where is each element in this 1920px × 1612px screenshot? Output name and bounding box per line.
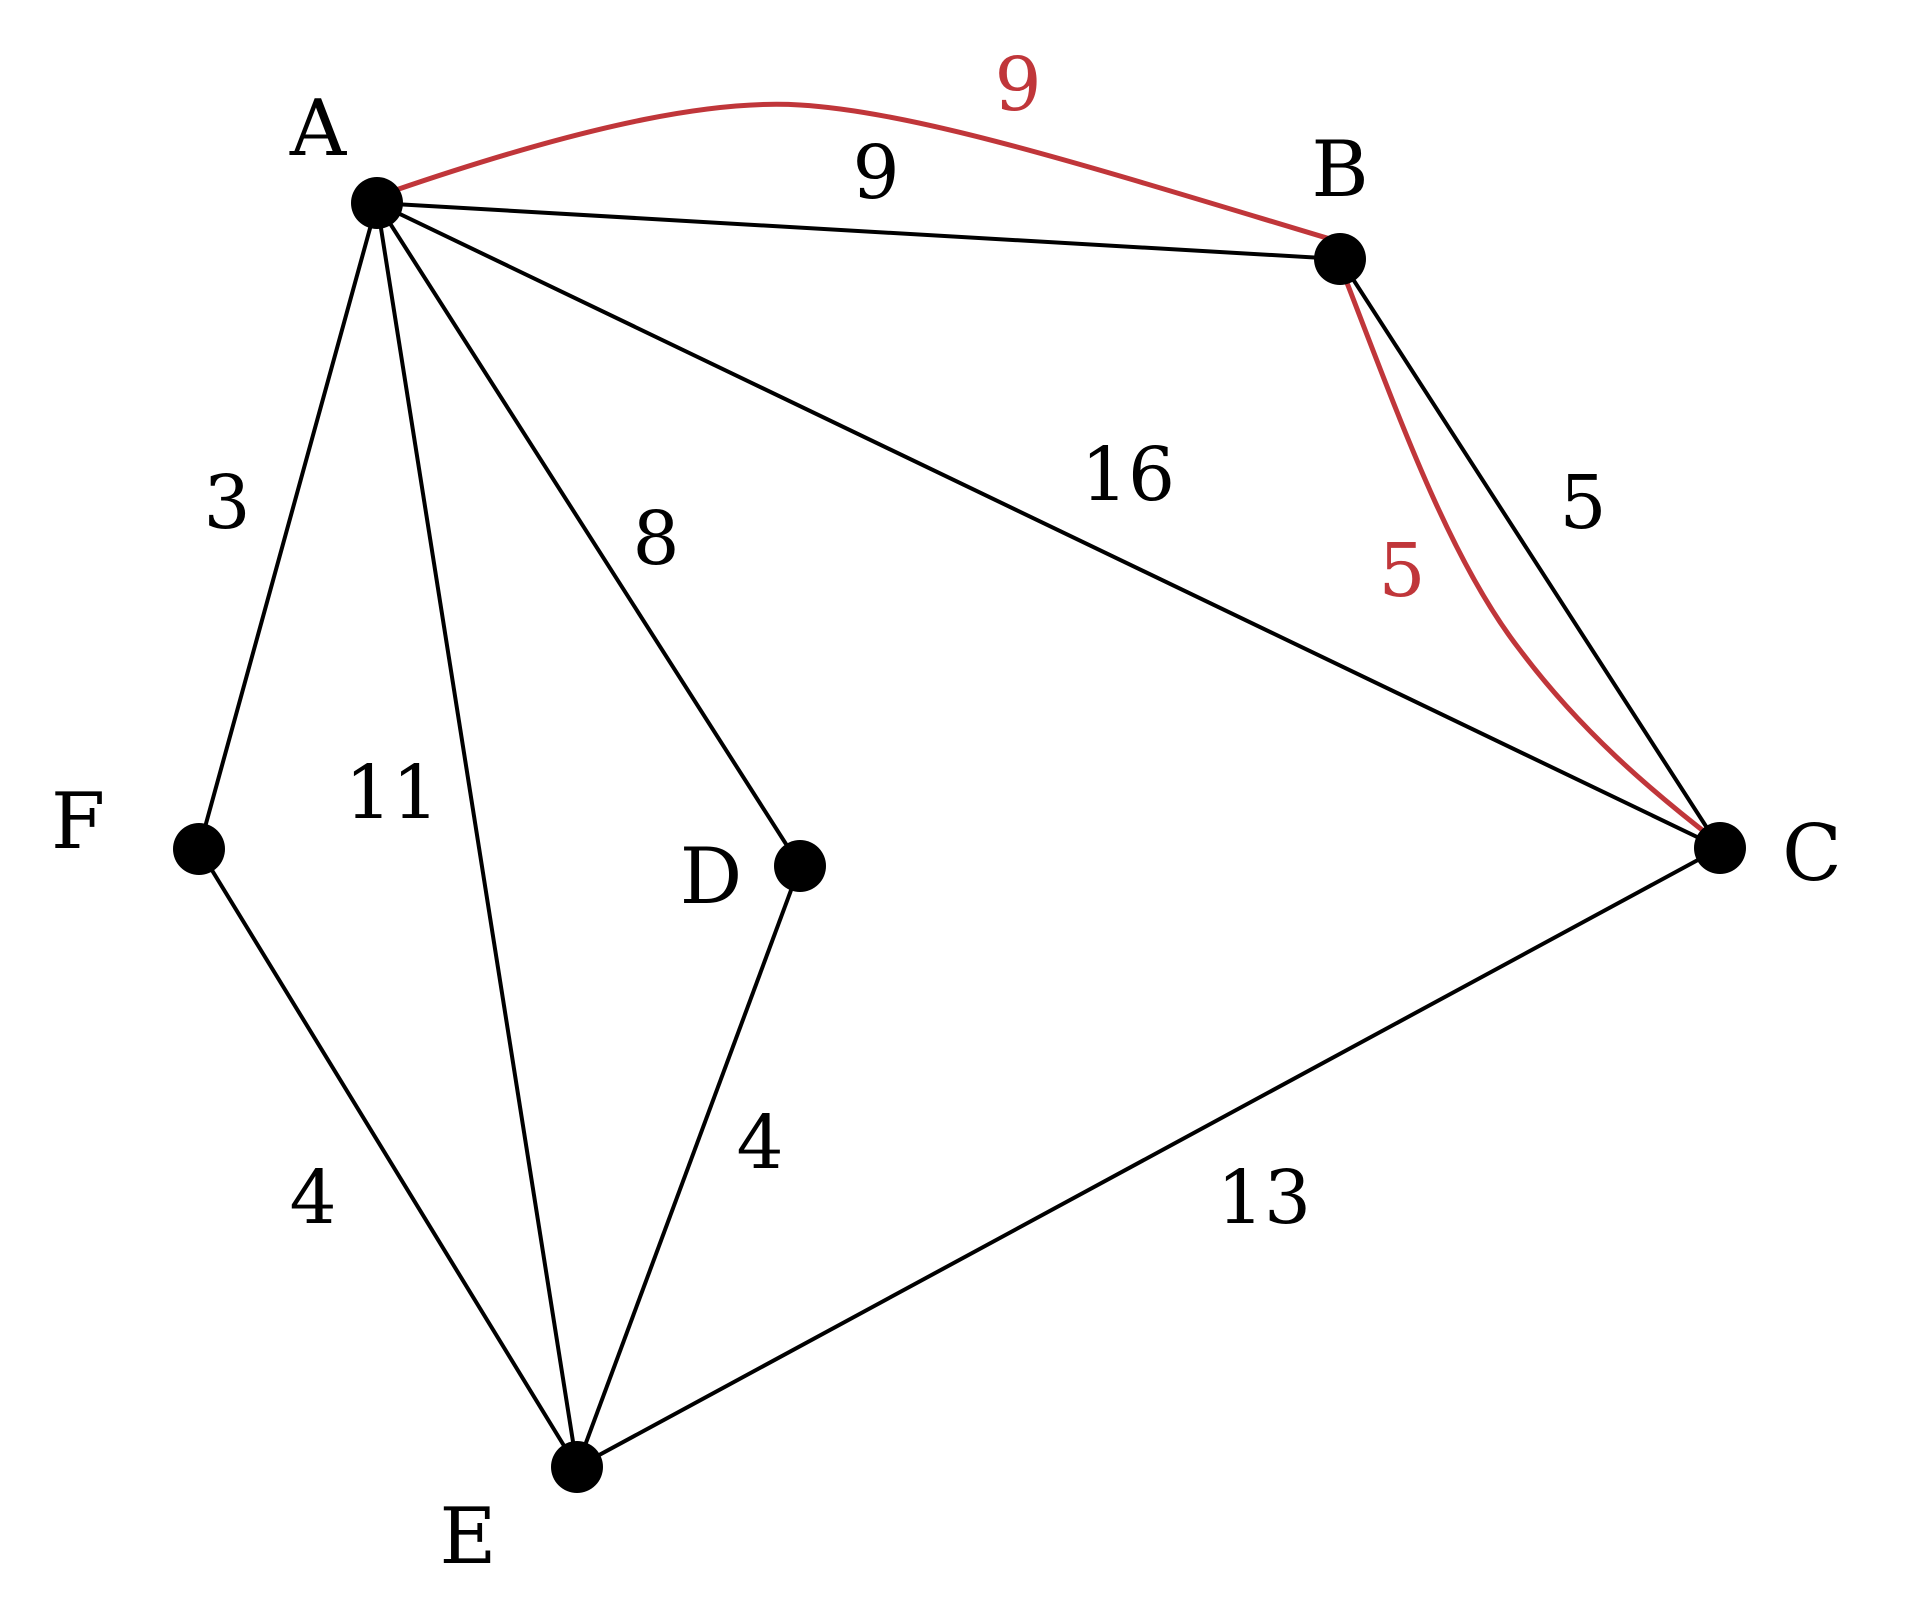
- node-labels: A B C D E F: [51, 84, 1842, 1582]
- highlight-a-b: [392, 101, 1341, 245]
- highlight-weight-b-c: 5: [1378, 528, 1425, 614]
- highlight-b-c: [1341, 274, 1717, 842]
- node-d: [774, 840, 826, 892]
- weight-a-b: 9: [852, 130, 899, 216]
- node-label-f: F: [51, 777, 105, 867]
- weight-b-c: 5: [1559, 460, 1606, 546]
- weight-a-c: 16: [1081, 432, 1175, 518]
- edges: [197, 201, 1722, 1469]
- node-label-b: B: [1311, 125, 1368, 215]
- node-label-e: E: [440, 1492, 497, 1582]
- node-a: [351, 177, 403, 229]
- node-label-c: C: [1782, 809, 1842, 899]
- edge-a-e: [375, 202, 579, 1468]
- weight-a-e: 11: [345, 750, 439, 836]
- node-c: [1694, 822, 1746, 874]
- edge-f-e: [197, 847, 579, 1469]
- node-b: [1314, 233, 1366, 285]
- weight-a-d: 8: [632, 496, 679, 582]
- edge-a-c: [376, 201, 1721, 850]
- nodes: [173, 177, 1746, 1493]
- weight-a-f: 3: [203, 460, 250, 546]
- node-f: [173, 823, 225, 875]
- edge-weights: 9 16 3 11 8 5 4 4 13: [203, 130, 1606, 1241]
- edge-a-f: [197, 202, 379, 850]
- edge-a-d: [375, 201, 802, 868]
- node-e: [551, 1441, 603, 1493]
- weight-c-e: 13: [1217, 1155, 1311, 1241]
- node-label-a: A: [289, 84, 348, 174]
- highlighted-path: [392, 101, 1717, 842]
- highlight-weights: 9 5: [994, 42, 1425, 614]
- weight-f-e: 4: [289, 1155, 336, 1241]
- edge-b-c: [1338, 257, 1722, 850]
- edge-a-b: [376, 201, 1341, 261]
- edge-c-e: [576, 846, 1721, 1469]
- edge-d-e: [575, 865, 802, 1468]
- weight-d-e: 4: [736, 1100, 783, 1186]
- node-label-d: D: [680, 832, 743, 922]
- highlight-weight-a-b: 9: [994, 42, 1041, 128]
